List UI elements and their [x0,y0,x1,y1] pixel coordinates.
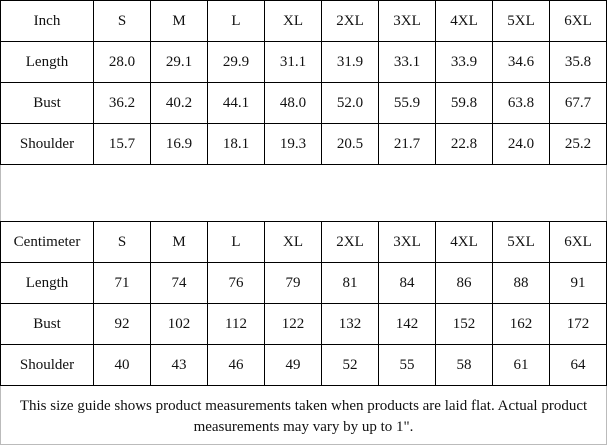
cell: 20.5 [321,123,379,165]
cell: 132 [321,303,379,345]
cell: 19.3 [264,123,322,165]
cell: 52.0 [321,82,379,124]
cell: 25.2 [549,123,607,165]
cell: 3XL [378,221,436,263]
cell: 81 [321,262,379,304]
cell: 46 [207,344,265,386]
cell: 79 [264,262,322,304]
data-row: Length 71 74 76 79 81 84 86 88 91 [0,262,607,304]
cell: 112 [207,303,265,345]
cell: 5XL [492,221,550,263]
cell: 52 [321,344,379,386]
cell: 31.1 [264,41,322,83]
cell: 24.0 [492,123,550,165]
data-row: Bust 92 102 112 122 132 142 152 162 172 [0,303,607,345]
cell: 2XL [321,221,379,263]
cell: 34.6 [492,41,550,83]
cell: S [93,0,151,42]
cell: 88 [492,262,550,304]
size-table: Centimeter S M L XL 2XL 3XL 4XL 5XL 6XL Length 71 74… [0,221,607,386]
cell: 64 [549,344,607,386]
cell: 16.9 [150,123,208,165]
data-row: Shoulder 40 43 46 49 52 55 58 61 64 [0,344,607,386]
cell: 74 [150,262,208,304]
cell: 58 [435,344,493,386]
cell: 22.8 [435,123,493,165]
cell: 76 [207,262,265,304]
cell: 44.1 [207,82,265,124]
data-row: Bust 36.2 40.2 44.1 48.0 52.0 55.9 59.8 63.8 67.7 [0,82,607,124]
cell: 18.1 [207,123,265,165]
size-table: Inch S M L XL 2XL 3XL 4XL 5XL 6XL Length 28.0 29.1 29… [0,0,607,165]
row-label: Shoulder [0,344,94,386]
cell: 6XL [549,221,607,263]
cell: 102 [150,303,208,345]
cell: 35.8 [549,41,607,83]
row-label: Centimeter [0,221,94,263]
cell: 15.7 [93,123,151,165]
cell: 55 [378,344,436,386]
cell: 43 [150,344,208,386]
cell: XL [264,0,322,42]
cell: 33.9 [435,41,493,83]
cell: 29.9 [207,41,265,83]
cell: 49 [264,344,322,386]
data-row: Shoulder 15.7 16.9 18.1 19.3 20.5 21.7 22.8 24.0… [0,123,607,165]
cell: 152 [435,303,493,345]
cell: XL [264,221,322,263]
row-label: Length [0,262,94,304]
cell: M [150,221,208,263]
data-row: Length 28.0 29.1 29.9 31.1 31.9 33.1 33.9 34.6 35… [0,41,607,83]
cell: 59.8 [435,82,493,124]
cell: 33.1 [378,41,436,83]
cell: 5XL [492,0,550,42]
cell: 63.8 [492,82,550,124]
cell: 142 [378,303,436,345]
cell: S [93,221,151,263]
row-label: Inch [0,0,94,42]
row-label: Bust [0,303,94,345]
cell: 91 [549,262,607,304]
note: This size guide shows product measuremen… [19,398,588,435]
cell: 6XL [549,0,607,42]
cell: 4XL [435,0,493,42]
cell: 122 [264,303,322,345]
cell: 162 [492,303,550,345]
cell: 29.1 [150,41,208,83]
cell: 55.9 [378,82,436,124]
cell: 4XL [435,221,493,263]
cell: 86 [435,262,493,304]
cell: L [207,0,265,42]
cell: 61 [492,344,550,386]
cell: 48.0 [264,82,322,124]
cell: 67.7 [549,82,607,124]
cell: 3XL [378,0,436,42]
cell: 31.9 [321,41,379,83]
cell: 172 [549,303,607,345]
cell: 40 [93,344,151,386]
row-label: Length [0,41,94,83]
cell: 71 [93,262,151,304]
header-row: Centimeter S M L XL 2XL 3XL 4XL 5XL 6XL [0,221,607,263]
cell: 40.2 [150,82,208,124]
cell: 84 [378,262,436,304]
header-row: Inch S M L XL 2XL 3XL 4XL 5XL 6XL [0,0,607,42]
cell: 28.0 [93,41,151,83]
cell: L [207,221,265,263]
cell: M [150,0,208,42]
cell: 21.7 [378,123,436,165]
cell: 2XL [321,0,379,42]
row-label: Bust [0,82,94,124]
cell: 92 [93,303,151,345]
cell: 36.2 [93,82,151,124]
row-label: Shoulder [0,123,94,165]
